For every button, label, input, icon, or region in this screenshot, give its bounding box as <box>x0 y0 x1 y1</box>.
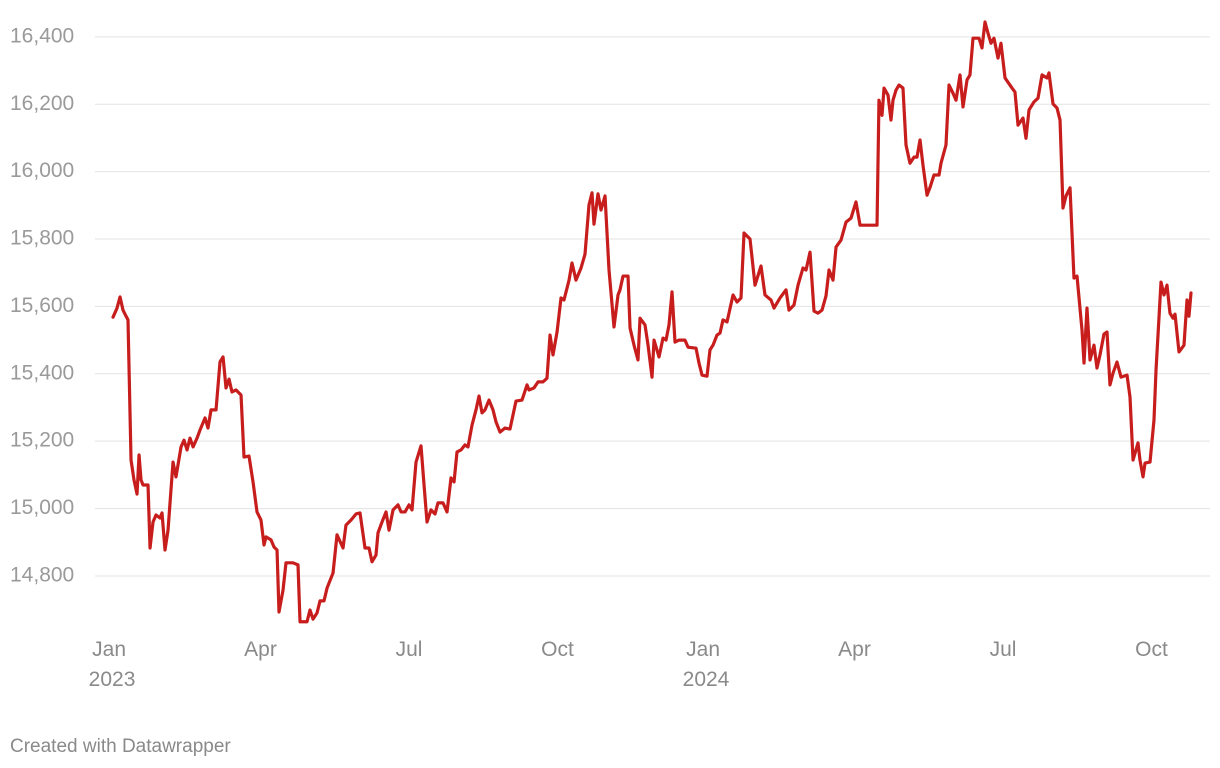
y-tick-label: 15,400 <box>10 361 74 384</box>
data-line <box>111 20 1193 624</box>
credit: Created with Datawrapper <box>10 736 231 757</box>
y-tick-label: 16,200 <box>10 92 74 115</box>
x-tick-label: Jan 2024 <box>683 638 730 691</box>
y-tick-label: 15,000 <box>10 496 74 519</box>
x-tick-label: Jul <box>396 638 423 661</box>
x-tick-label: Apr <box>244 638 277 661</box>
y-tick-label: 15,800 <box>10 227 74 250</box>
y-tick-label: 14,800 <box>10 564 74 587</box>
y-tick-label: 15,200 <box>10 429 74 452</box>
x-tick-label: Oct <box>541 638 574 661</box>
x-tick-label: Jan 2023 <box>89 638 136 691</box>
y-tick-label: 16,400 <box>10 24 74 47</box>
x-tick-label: Oct <box>1135 638 1168 661</box>
x-tick-label: Apr <box>838 638 871 661</box>
y-tick-label: 15,600 <box>10 294 74 317</box>
y-tick-label: 16,000 <box>10 159 74 182</box>
x-tick-label: Jul <box>990 638 1017 661</box>
